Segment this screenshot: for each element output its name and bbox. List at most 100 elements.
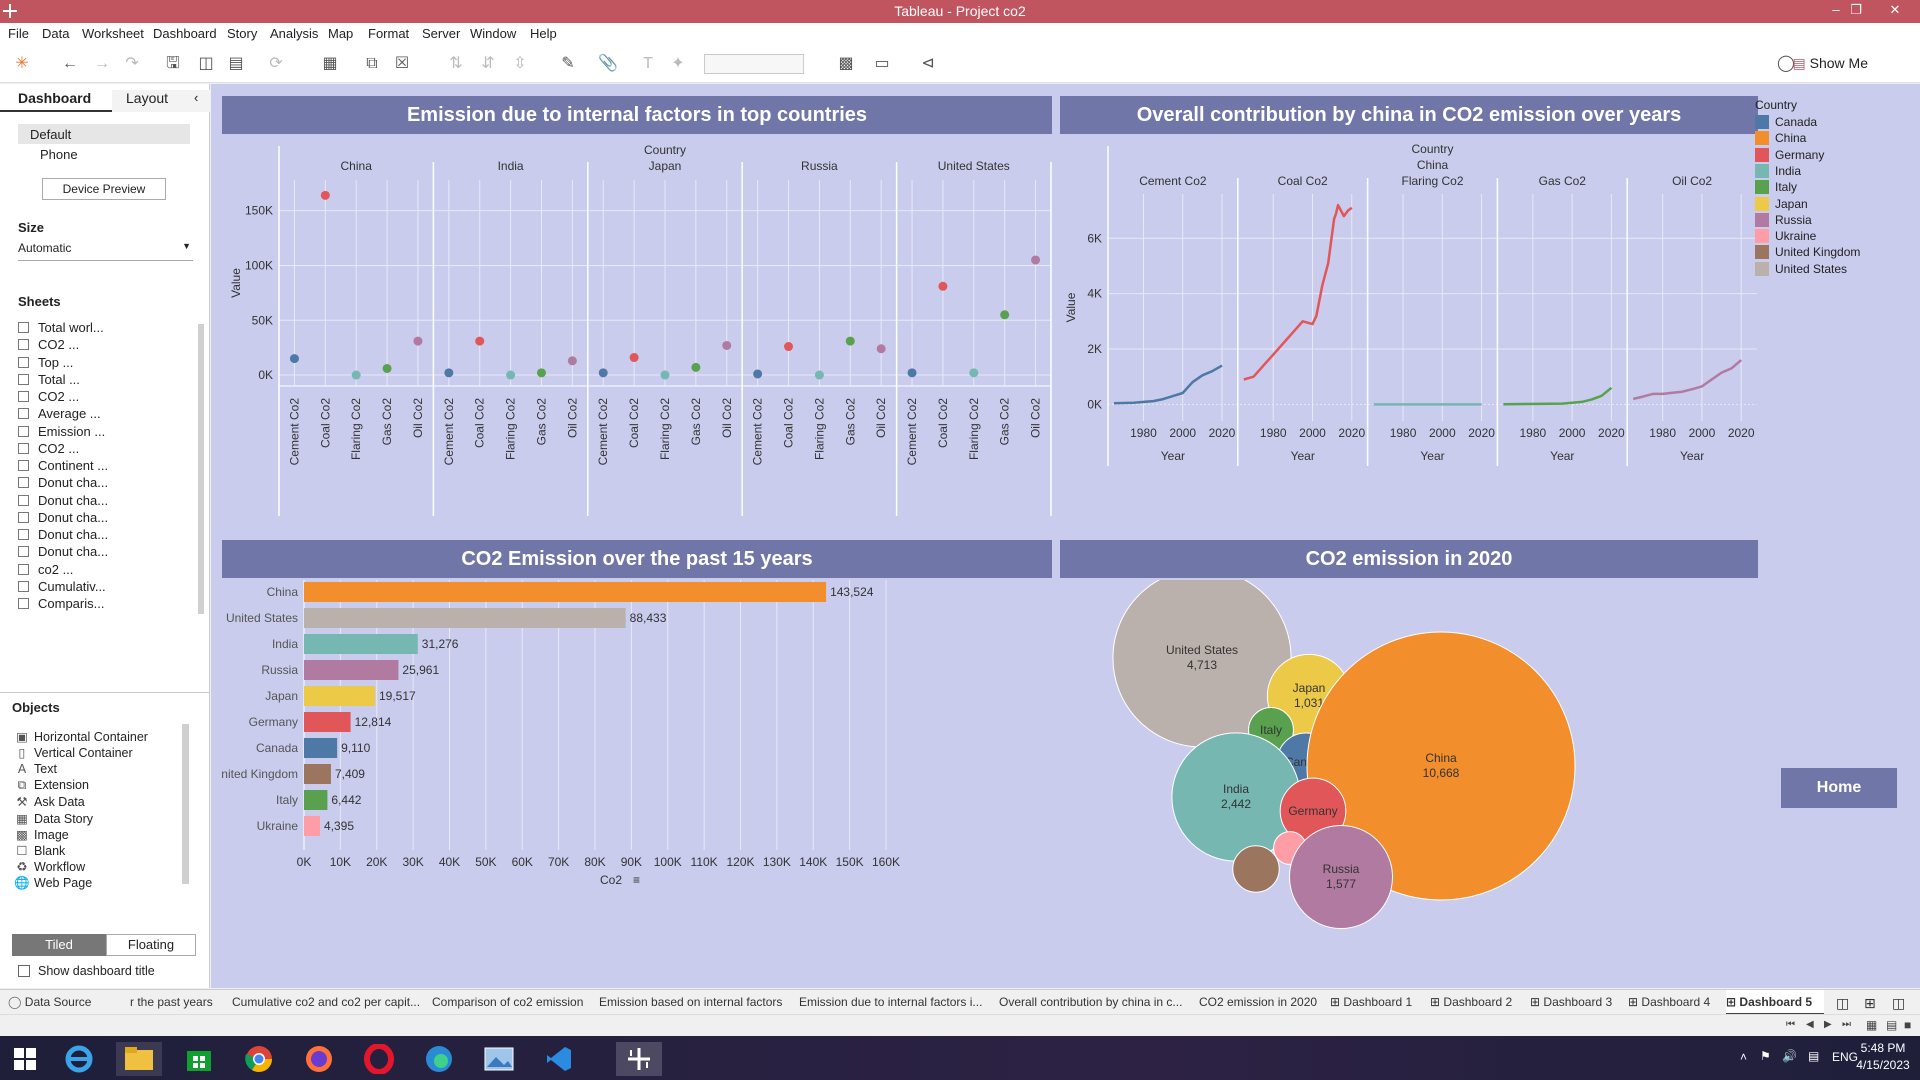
sheet-item[interactable]: Cumulativ... [18,579,106,597]
tab-dashboard-1[interactable]: ⊞ Dashboard 1 [1330,995,1424,1009]
tab-sheet-1[interactable]: r the past years [130,995,213,1009]
pause-updates-icon[interactable]: ▤ [228,55,244,72]
sheet-item[interactable]: Donut cha... [18,544,108,562]
bar-germany[interactable] [304,712,351,732]
tab-dashboard-4[interactable]: ⊞ Dashboard 4 [1628,995,1722,1009]
tray-chevron-icon[interactable]: ˄ [1740,1050,1748,1064]
point-russia-coal-co2[interactable] [784,342,794,352]
point-united-states-coal-co2[interactable] [938,281,948,291]
x-sort-icon[interactable]: ≡ [633,873,640,887]
bar-united-states[interactable] [304,608,626,628]
group-icon[interactable]: 📎 [598,55,618,72]
point-china-flaring-co2[interactable] [351,370,361,380]
tab-sheet-3[interactable]: Comparison of co2 emission [432,995,584,1009]
tab-sheet-7[interactable]: CO2 emission in 2020 [1199,995,1318,1009]
object-workflow[interactable]: ♻ Workflow [14,859,85,874]
tab-view-icon[interactable]: ■ [1904,1018,1912,1032]
vscode-icon[interactable] [536,1042,582,1076]
language-indicator[interactable]: ENG [1832,1050,1859,1064]
new-worksheet-icon[interactable]: ◫ [1836,995,1850,1011]
sheet-item[interactable]: Donut cha... [18,493,108,511]
sort-asc-icon[interactable]: ⇵ [481,55,495,72]
home-button[interactable]: Home [1781,768,1897,808]
legend-item[interactable]: China [1755,131,1806,146]
menu-dashboard[interactable]: Dashboard [153,26,217,41]
clock-date[interactable]: 4/15/2023 [1856,1058,1910,1072]
new-sheet-icon[interactable]: ▦ [322,55,338,72]
legend-item[interactable]: Canada [1755,115,1817,129]
point-united-states-flaring-co2[interactable] [969,368,979,378]
device-default[interactable]: Default [18,124,190,144]
tiled-button[interactable]: Tiled [12,934,106,956]
clear-sheet-icon[interactable]: ☒ [394,55,410,72]
tab-layout[interactable]: Layout [112,90,210,112]
object-blank[interactable]: ☐ Blank [14,843,65,858]
point-india-gas-co2[interactable] [536,368,546,378]
undo-icon[interactable]: ← [62,55,78,72]
new-datasource-icon[interactable]: ◫ [198,55,214,72]
sheet-item[interactable]: Average ... [18,406,101,424]
point-russia-oil-co2[interactable] [876,344,886,354]
point-japan-coal-co2[interactable] [629,353,639,363]
new-dashboard-icon[interactable]: ⊞ [1864,995,1876,1011]
point-russia-flaring-co2[interactable] [814,370,824,380]
prev-sheet-icon[interactable]: ◀ [1806,1019,1814,1030]
legend-item[interactable]: Germany [1755,147,1824,162]
tab-sheet-2[interactable]: Cumulative co2 and co2 per capit... [232,995,421,1009]
line-oil-co2[interactable] [1632,359,1743,401]
point-russia-cement-co2[interactable] [753,369,763,379]
last-sheet-icon[interactable]: ⏭ [1842,1019,1851,1030]
point-japan-oil-co2[interactable] [722,340,732,350]
new-story-icon[interactable]: ◫ [1892,995,1906,1011]
point-united-states-gas-co2[interactable] [1000,310,1010,320]
object-extension[interactable]: ⧉ Extension [14,778,89,793]
redo-icon[interactable]: → [94,55,110,72]
tab-sheet-5[interactable]: Emission due to internal factors i... [799,995,983,1009]
sheets-scrollbar[interactable] [198,324,204,614]
menu-format[interactable]: Format [368,26,410,41]
point-india-coal-co2[interactable] [475,336,485,346]
object-ask-data[interactable]: ⚒ Ask Data [14,794,84,809]
next-sheet-icon[interactable]: ▶ [1824,1019,1832,1030]
menu-window[interactable]: Window [470,26,517,41]
menu-help[interactable]: Help [530,26,557,41]
photos-icon[interactable] [476,1042,522,1076]
fit-dropdown[interactable] [704,54,804,74]
point-china-cement-co2[interactable] [289,354,299,364]
highlight-icon[interactable]: ✎ [561,55,575,72]
sheet-item[interactable]: Donut cha... [18,527,108,545]
tableau-start-icon[interactable]: ✳ [15,55,29,72]
menu-analysis[interactable]: Analysis [270,26,319,41]
edge-icon[interactable] [416,1042,462,1076]
first-sheet-icon[interactable]: ⏮ [1786,1019,1795,1030]
object-horizontal-container[interactable]: ▣ Horizontal Container [14,729,148,744]
sheet-item[interactable]: Donut cha... [18,475,108,493]
close-icon[interactable]: ✕ [1889,2,1901,17]
sheet-item[interactable]: CO2 ... [18,337,79,355]
legend-item[interactable]: Japan [1755,196,1808,211]
objects-scrollbar[interactable] [182,724,189,884]
sheet-item[interactable]: CO2 ... [18,441,79,459]
swap-icon[interactable]: ⇅ [449,55,463,72]
point-china-oil-co2[interactable] [413,336,423,346]
object-image[interactable]: ▩ Image [14,827,69,842]
sheet-item[interactable]: co2 ... [18,562,73,580]
bubble-united-kingdom[interactable] [1232,845,1280,893]
object-web-page[interactable]: 🌐 Web Page [14,876,92,891]
menu-data[interactable]: Data [42,26,70,41]
tooltip-icon[interactable]: ◯ [1777,55,1795,72]
presentation-icon[interactable]: ▭ [874,55,890,72]
object-data-story[interactable]: ▦ Data Story [14,811,93,826]
refresh-icon[interactable]: ⟳ [269,55,283,72]
replay-icon[interactable]: ↷ [125,55,139,72]
show-me-button[interactable]: ▤ Show Me [1793,55,1868,72]
tab-dashboard-3[interactable]: ⊞ Dashboard 3 [1530,995,1624,1009]
point-united-states-oil-co2[interactable] [1031,255,1041,265]
point-china-gas-co2[interactable] [382,363,392,373]
point-united-states-cement-co2[interactable] [907,368,917,378]
sheet-item[interactable]: Emission ... [18,424,105,442]
menu-worksheet[interactable]: Worksheet [82,26,144,41]
size-select[interactable]: Automatic ▼ [18,241,193,261]
restore-icon[interactable]: ❐ [1850,2,1862,17]
pin-icon[interactable]: ✦ [671,55,685,72]
